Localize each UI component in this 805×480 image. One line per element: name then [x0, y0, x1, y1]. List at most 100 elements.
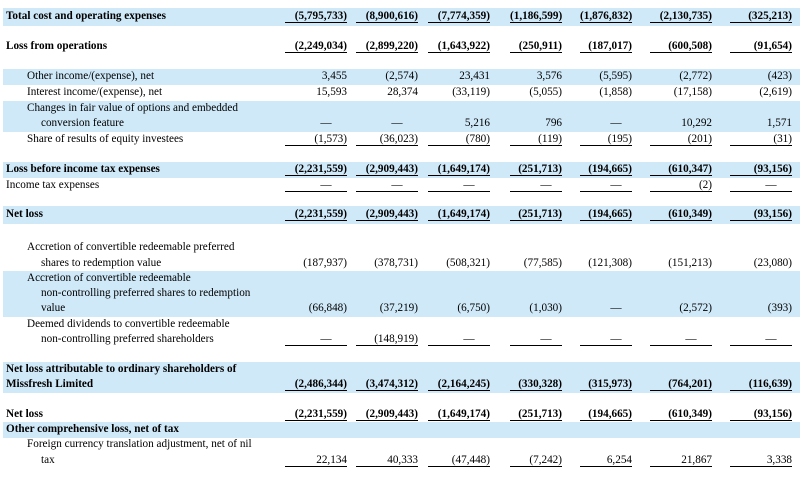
table-cell: (47,448): [428, 454, 490, 467]
table-row: Accretion of convertible redeemable pref…: [3, 240, 800, 256]
table-cell: —: [650, 333, 712, 346]
table-cell: —: [285, 333, 347, 346]
row-label: conversion feature: [41, 117, 124, 129]
table-row: Missfresh Limited (2,486,344) (3,474,312) (…: [3, 377, 800, 393]
table-cell: 28,374: [387, 86, 418, 98]
table-cell: —: [356, 179, 418, 192]
table-cell: (315,973): [580, 378, 632, 391]
table-row: Accretion of convertible redeemable: [3, 271, 800, 287]
table-cell: (2,572): [679, 302, 712, 314]
table-cell: —: [510, 179, 562, 192]
table-cell: (2,249,034): [285, 40, 347, 53]
table-cell: (201): [650, 133, 712, 146]
table-cell: —: [285, 179, 347, 192]
row-label: non-controlling preferred shares to rede…: [41, 287, 251, 299]
table-cell: (764,201): [650, 378, 712, 391]
table-row: Loss before income tax expenses (2,231,55…: [3, 162, 800, 178]
table-cell: (423): [767, 70, 792, 82]
table-row: shares to redemption value (187,937) (378,…: [3, 256, 800, 272]
row-label: non-controlling preferred shareholders: [41, 333, 214, 345]
table-cell: (66,848): [308, 302, 347, 314]
table-row: Net loss (2,231,559) (2,909,443) (1,649,174…: [3, 407, 800, 423]
table-cell: (250,911): [510, 40, 562, 53]
table-cell: (194,665): [580, 408, 632, 421]
table-cell: (2,486,344): [285, 378, 347, 391]
table-cell: (93,156): [730, 408, 792, 421]
table-row: Net loss attributable to ordinary shareh…: [3, 362, 800, 378]
table-row: Changes in fair value of options and emb…: [3, 101, 800, 117]
table-cell: (1,030): [529, 302, 562, 314]
table-cell: (36,023): [356, 133, 418, 146]
row-label: Loss before income tax expenses: [6, 163, 160, 175]
table-cell: 1,571: [766, 117, 792, 129]
table-cell: —: [730, 333, 792, 346]
table-cell: (31): [730, 133, 792, 146]
table-cell: (1,858): [599, 86, 632, 98]
table-row: Loss from operations (2,249,034) (2,899,22…: [3, 38, 800, 56]
table-cell: (7,242): [510, 454, 562, 467]
row-label: Foreign currency translation adjustment,…: [27, 438, 252, 450]
table-cell: (119): [510, 133, 562, 146]
table-cell: (5,595): [599, 70, 632, 82]
table-cell: —: [580, 179, 632, 192]
table-cell: —: [610, 117, 622, 129]
row-label: Other income/(expense), net: [27, 70, 155, 82]
table-cell: (2,772): [679, 70, 712, 82]
table-cell: (251,713): [510, 408, 562, 421]
row-label: Income tax expenses: [6, 179, 100, 191]
table-cell: —: [510, 333, 562, 346]
table-cell: (116,639): [730, 378, 792, 391]
table-cell: (1,186,599): [510, 10, 563, 23]
table-row: non-controlling preferred shareholders — (…: [3, 332, 800, 348]
table-cell: 23,431: [459, 70, 490, 82]
table-cell: (121,308): [588, 257, 632, 269]
table-row: Other income/(expense), net 3,455 (2,574) 2…: [3, 69, 800, 85]
table-cell: (2,231,559): [285, 208, 347, 221]
table-cell: (5,055): [529, 86, 562, 98]
table-row: Income tax expenses — — — — — (2) —: [3, 178, 800, 194]
table-row: Foreign currency translation adjustment,…: [3, 437, 800, 453]
table-cell: (393): [767, 302, 792, 314]
table-cell: 3,338: [730, 454, 792, 467]
table-cell: (2,909,443): [356, 408, 418, 421]
table-cell: (187,017): [580, 40, 632, 53]
row-label: Net loss: [6, 408, 43, 420]
table-row: Other comprehensive loss, net of tax: [3, 422, 800, 438]
table-cell: (1,643,922): [428, 40, 490, 53]
table-cell: 15,593: [316, 86, 347, 98]
table-row: Deemed dividends to convertible redeemab…: [3, 317, 800, 333]
table-row: value (66,848) (37,219) (6,750) (1,030) — (2,5…: [3, 301, 800, 317]
table-cell: (187,937): [303, 257, 347, 269]
table-cell: (251,713): [510, 208, 562, 221]
row-label: shares to redemption value: [41, 257, 162, 269]
table-cell: (3,474,312): [356, 378, 418, 391]
table-cell: —: [320, 117, 332, 129]
table-cell: (610,349): [650, 408, 712, 421]
table-cell: (378,731): [374, 257, 418, 269]
table-cell: —: [391, 117, 403, 129]
row-label: Loss from operations: [6, 40, 108, 52]
table-row: non-controlling preferred shares to rede…: [3, 286, 800, 302]
table-cell: (23,080): [753, 257, 792, 269]
table-cell: —: [610, 302, 622, 314]
table-cell: —: [428, 179, 490, 192]
table-cell: (508,321): [446, 257, 490, 269]
table-cell: (2,164,245): [428, 378, 490, 391]
row-label: tax: [41, 454, 55, 466]
table-cell: 3,576: [536, 70, 562, 82]
table-cell: (2,619): [759, 86, 792, 98]
table-cell: (93,156): [730, 208, 792, 221]
table-cell: (1,876,832): [580, 10, 633, 23]
table-cell: (77,585): [523, 257, 562, 269]
table-cell: 22,134: [285, 454, 347, 467]
table-cell: 10,292: [681, 117, 712, 129]
table-cell: (2): [650, 179, 712, 192]
table-cell: (1,649,174): [428, 163, 490, 176]
table-cell: (194,665): [580, 208, 632, 221]
table-cell: (33,119): [452, 86, 490, 98]
table-cell: (600,508): [650, 40, 712, 53]
table-cell: —: [580, 333, 632, 346]
table-cell: (2,574): [385, 70, 418, 82]
table-row: conversion feature — — 5,216 796 — 10,292 1,571: [3, 116, 800, 132]
row-label: Deemed dividends to convertible redeemab…: [27, 318, 230, 330]
